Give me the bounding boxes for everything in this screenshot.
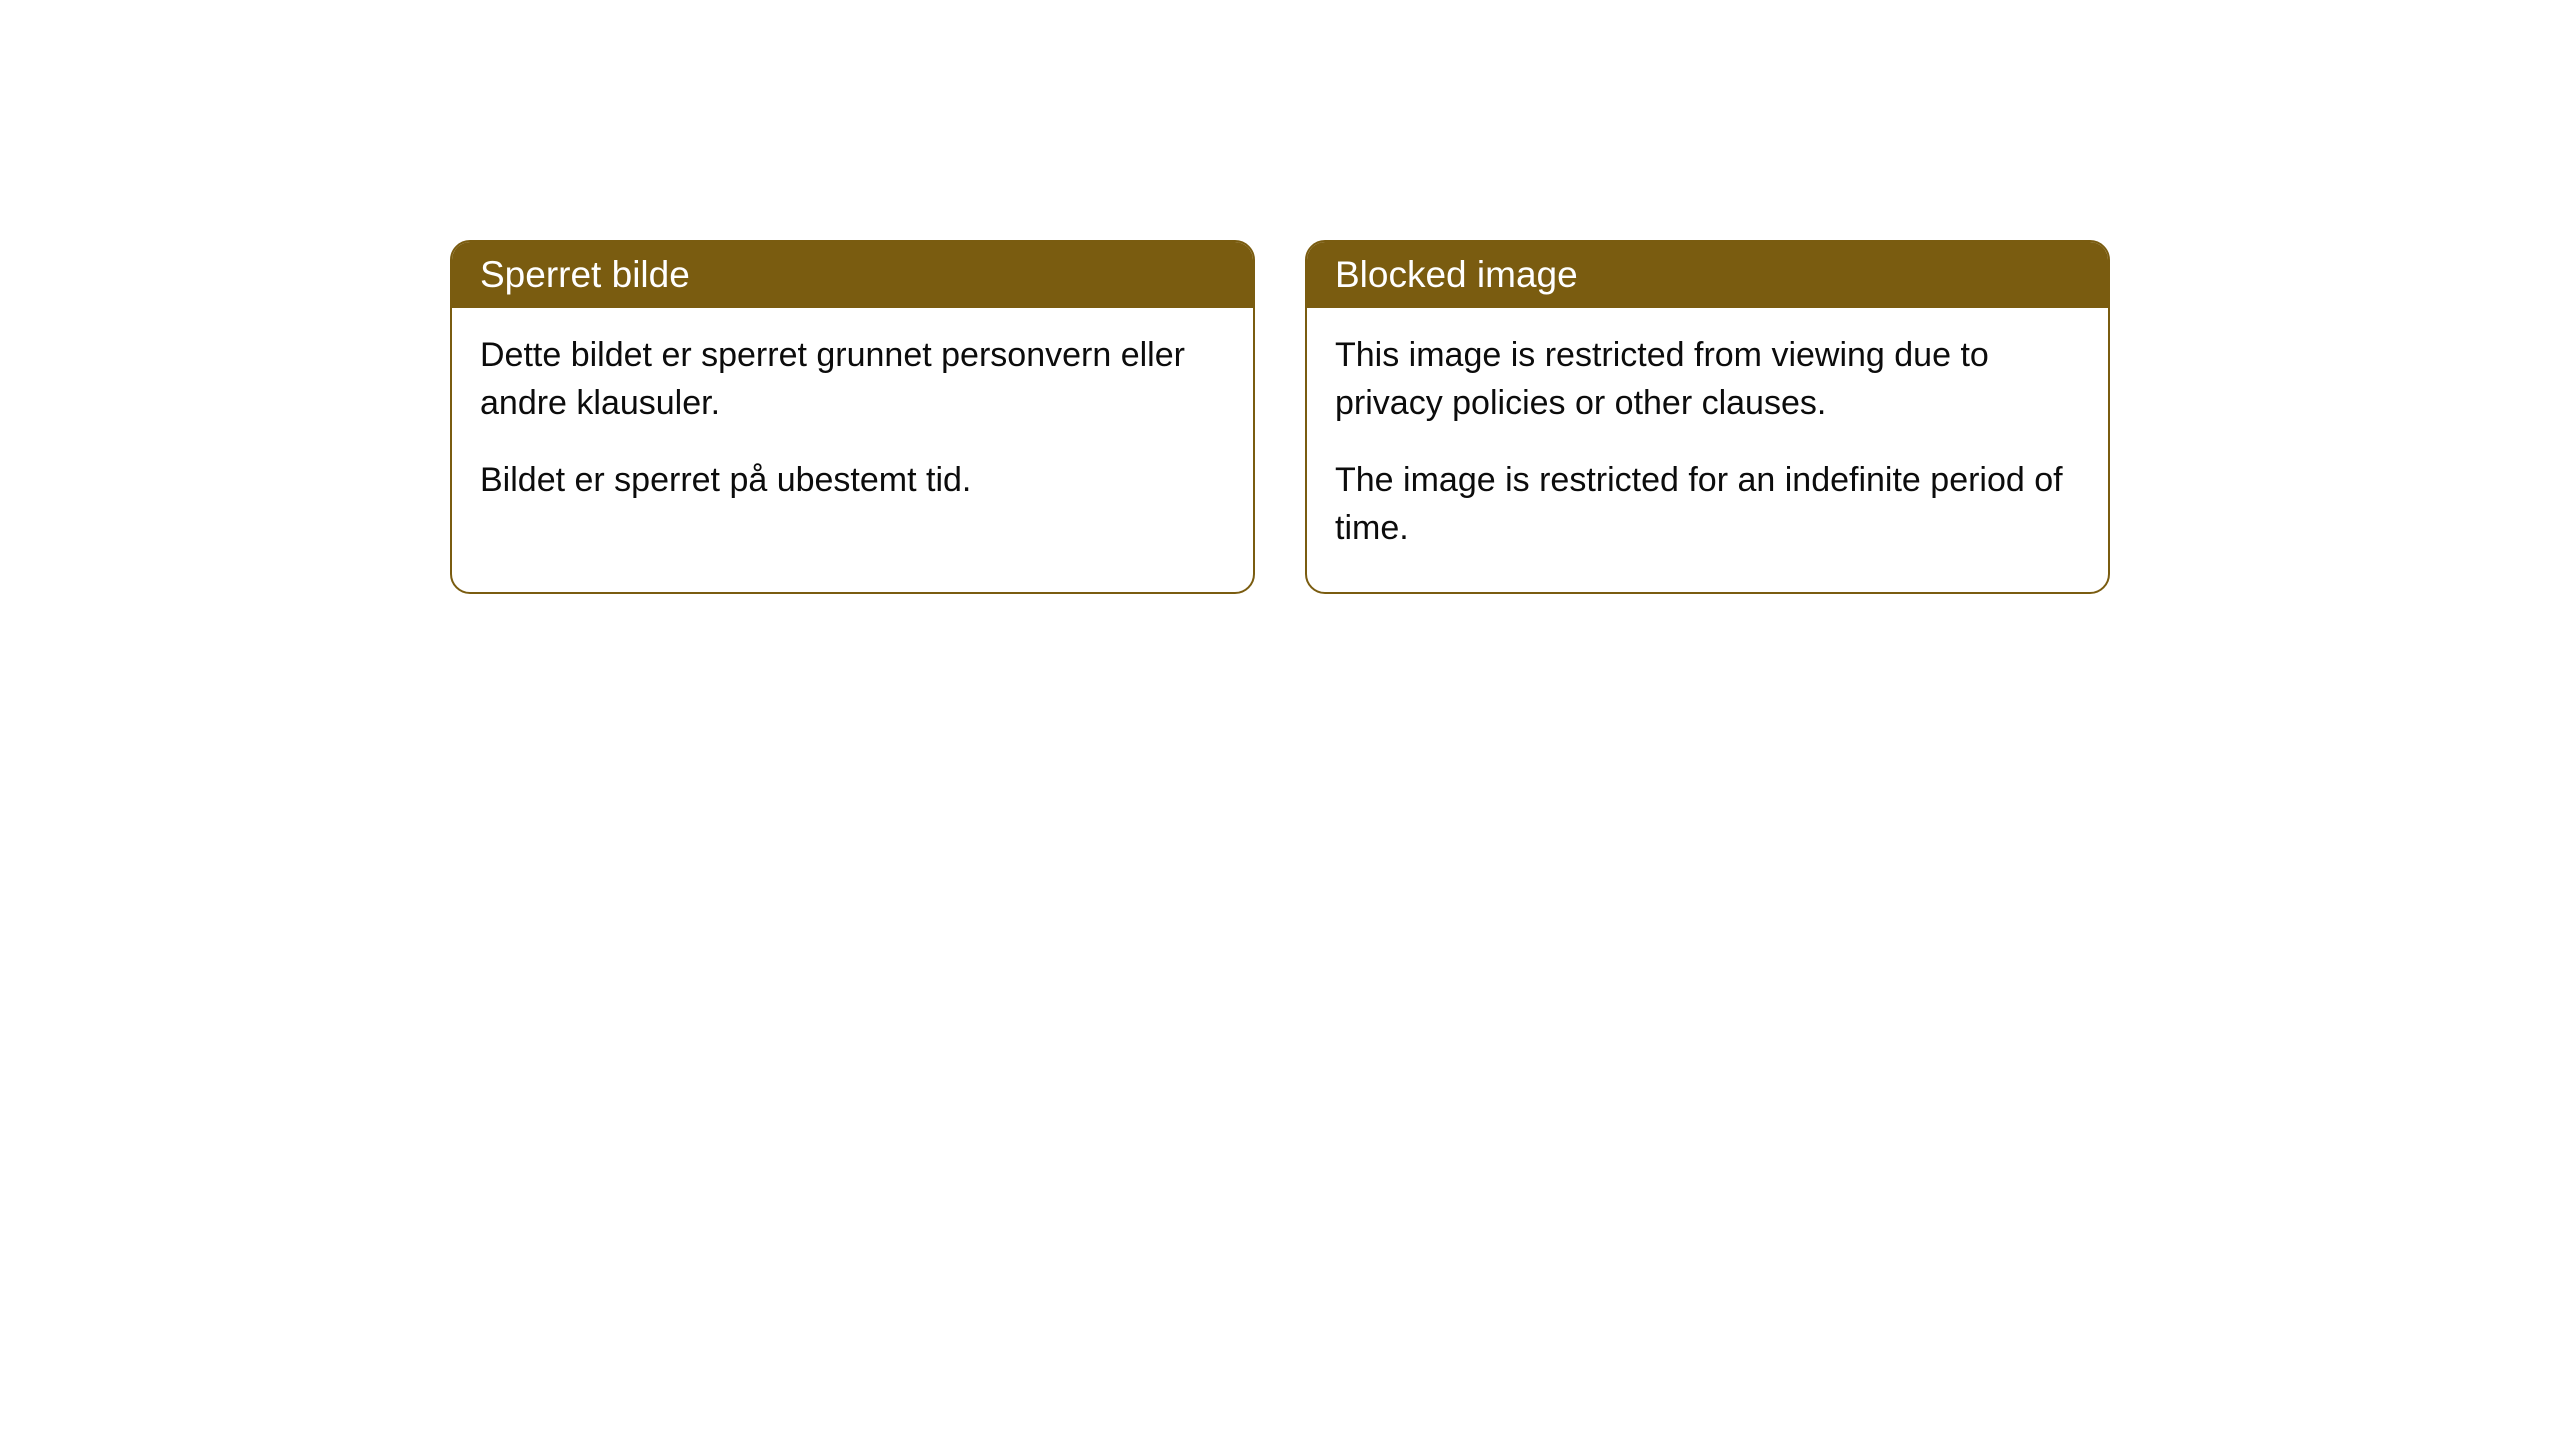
notice-title: Blocked image bbox=[1335, 254, 1578, 295]
notice-paragraph: Bildet er sperret på ubestemt tid. bbox=[480, 457, 1225, 505]
notice-card-english: Blocked image This image is restricted f… bbox=[1305, 240, 2110, 594]
notice-paragraph: This image is restricted from viewing du… bbox=[1335, 332, 2080, 427]
notice-paragraph: Dette bildet er sperret grunnet personve… bbox=[480, 332, 1225, 427]
notice-card-norwegian: Sperret bilde Dette bildet er sperret gr… bbox=[450, 240, 1255, 594]
notice-header: Sperret bilde bbox=[452, 242, 1253, 308]
notice-body: Dette bildet er sperret grunnet personve… bbox=[452, 308, 1253, 545]
notice-body: This image is restricted from viewing du… bbox=[1307, 308, 2108, 592]
notice-header: Blocked image bbox=[1307, 242, 2108, 308]
notice-container: Sperret bilde Dette bildet er sperret gr… bbox=[0, 0, 2560, 594]
notice-title: Sperret bilde bbox=[480, 254, 690, 295]
notice-paragraph: The image is restricted for an indefinit… bbox=[1335, 457, 2080, 552]
